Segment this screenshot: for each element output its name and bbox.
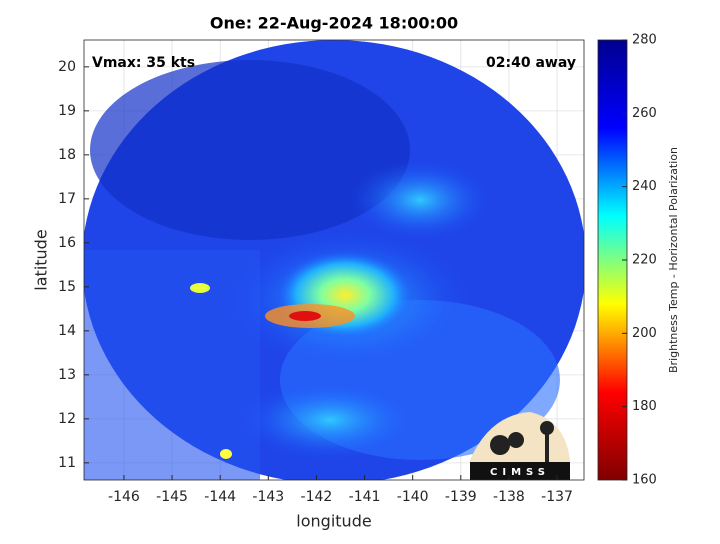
- colorbar-label: Brightness Temp - Horizontal Polarizatio…: [667, 147, 680, 373]
- y-tick-label: 13: [58, 367, 76, 383]
- y-axis-label: latitude: [32, 229, 51, 290]
- x-tick-label: -140: [397, 489, 429, 505]
- x-tick-label: -143: [252, 489, 284, 505]
- x-tick-label: -139: [445, 489, 477, 505]
- colorbar-tick-label: 220: [632, 253, 657, 268]
- colorbar-tick-label: 160: [632, 473, 657, 488]
- x-tick-label: -142: [301, 489, 333, 505]
- x-tick-label: -146: [108, 489, 140, 505]
- image: [84, 40, 584, 480]
- colorbar-tick-label: 260: [632, 106, 657, 121]
- y-tick-label: 16: [58, 235, 76, 251]
- colorbar-tick-label: 200: [632, 326, 657, 341]
- y-tick-label: 20: [58, 59, 76, 75]
- logo: CIMSS: [470, 412, 570, 480]
- chart-title: One: 22-Aug-2024 18:00:00: [210, 14, 458, 33]
- y-tick-label: 11: [58, 455, 76, 471]
- x-tick-label: -141: [349, 489, 381, 505]
- logo-text: CIMSS: [490, 467, 550, 478]
- annotation: Vmax: 35 kts: [92, 55, 195, 71]
- x-tick-label: -137: [541, 489, 573, 505]
- y-tick-label: 19: [58, 103, 76, 119]
- y-tick-label: 15: [58, 279, 76, 295]
- x-axis-label: longitude: [296, 512, 371, 531]
- y-tick-label: 18: [58, 147, 76, 163]
- x-tick-label: -145: [156, 489, 188, 505]
- colorbar-tick-label: 280: [632, 33, 657, 48]
- x-tick-label: -144: [204, 489, 236, 505]
- y-tick-label: 14: [58, 323, 76, 339]
- colorbar-tick-label: 180: [632, 399, 657, 414]
- annotation: 02:40 away: [486, 55, 576, 71]
- colorbar-tick-label: 240: [632, 179, 657, 194]
- x-tick-label: -138: [493, 489, 525, 505]
- plot-frame: [83, 39, 585, 481]
- y-tick-label: 17: [58, 191, 76, 207]
- y-tick-label: 12: [58, 411, 76, 427]
